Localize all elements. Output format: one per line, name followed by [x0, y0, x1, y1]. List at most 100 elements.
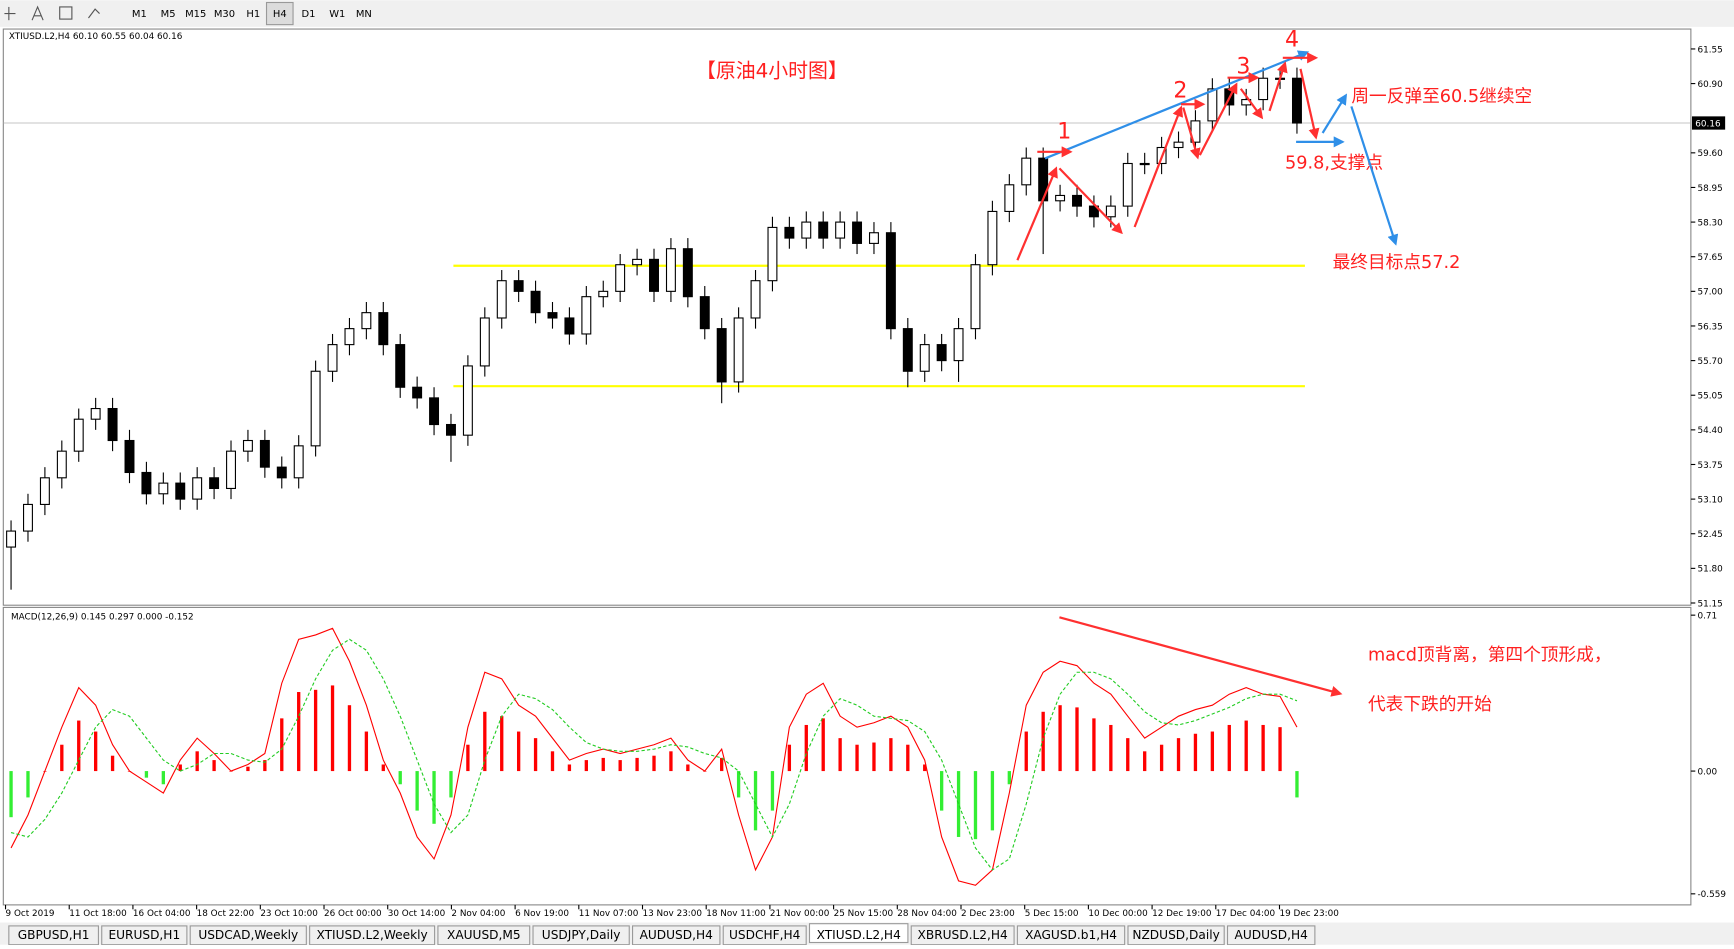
annotation: 【原油4小时图】 — [696, 60, 848, 83]
timeframe-button[interactable]: M30 — [214, 9, 235, 20]
candle-body — [868, 232, 879, 244]
candle-body — [581, 296, 592, 335]
histogram-bar — [567, 764, 572, 772]
tab-label[interactable]: USDJPY,Daily — [542, 928, 621, 942]
candle-body — [835, 221, 846, 239]
macd-title: MACD(12,26,9) 0.145 0.297 0.000 -0.152 — [11, 613, 194, 623]
timeframe-button[interactable]: D1 — [302, 9, 316, 20]
timeframe-button[interactable]: W1 — [329, 9, 345, 20]
x-tick-label: 10 Dec 00:00 — [1088, 909, 1148, 919]
candle-body — [327, 344, 338, 372]
timeframe-button[interactable]: MN — [356, 9, 372, 20]
histogram-bar — [1295, 771, 1299, 798]
candle-body — [547, 312, 558, 319]
histogram-bar — [398, 771, 402, 785]
histogram-bar — [753, 771, 758, 831]
tab-label[interactable]: USDCAD,Weekly — [198, 928, 298, 942]
annotation: 2 — [1173, 78, 1187, 104]
annotation: 1 — [1057, 119, 1071, 145]
histogram-bar — [178, 764, 182, 772]
histogram-bar — [195, 751, 199, 772]
annotation-arrows — [1016, 50, 1399, 697]
tab-label[interactable]: XTIUSD.L2,Weekly — [317, 928, 428, 942]
histogram-bar — [770, 771, 775, 811]
candle-body — [175, 482, 186, 500]
histogram-bar — [330, 685, 335, 772]
histogram-bar — [9, 771, 13, 818]
histogram-bar — [500, 716, 504, 772]
histogram-bar — [144, 771, 149, 778]
x-tick-label: 6 Nov 19:00 — [515, 909, 569, 919]
histogram-bar — [939, 771, 944, 811]
tab-label[interactable]: XBRUSD.L2,H4 — [918, 928, 1008, 942]
tab-label[interactable]: EURUSD,H1 — [108, 928, 180, 942]
candle-body — [479, 317, 490, 367]
x-tick-label: 21 Nov 00:00 — [770, 909, 830, 919]
tab-label[interactable]: XAUUSD,M5 — [447, 928, 521, 942]
candle-body — [73, 418, 84, 452]
timeframe-button[interactable]: M1 — [132, 9, 147, 20]
candle-body — [56, 450, 67, 479]
candle-body — [784, 226, 795, 239]
histogram-bar — [1041, 711, 1045, 772]
histogram-bar — [26, 771, 30, 798]
histogram-bar — [584, 760, 588, 772]
tab-label[interactable]: USDCHF,H4 — [729, 928, 801, 942]
histogram-bar — [313, 689, 318, 772]
x-tick-label: 11 Nov 07:00 — [579, 909, 639, 919]
histogram-bar — [1143, 751, 1147, 772]
tab-label[interactable]: GBPUSD,H1 — [18, 928, 90, 942]
timeframe-button[interactable]: M15 — [185, 9, 206, 20]
tab-label[interactable]: XTIUSD.L2,H4 — [817, 928, 901, 942]
candle-body — [462, 365, 473, 436]
annotation: 3 — [1236, 53, 1250, 79]
histogram-bar — [669, 751, 673, 772]
x-tick-label: 2 Nov 04:00 — [451, 909, 505, 919]
candle-body — [750, 280, 761, 319]
ohlc-info: 60.10 60.55 60.04 60.16 — [73, 32, 183, 42]
y-tick-label: 58.95 — [1698, 184, 1723, 194]
candle-body — [1258, 77, 1269, 101]
timeframe-button[interactable]: H1 — [246, 9, 260, 20]
histogram-bar — [1075, 707, 1079, 772]
histogram-bar — [889, 738, 893, 772]
tab-label[interactable]: AUDUSD,H4 — [640, 928, 714, 942]
y-tick-label: 55.70 — [1698, 357, 1724, 367]
tab[interactable] — [808, 923, 909, 944]
candle-body — [1088, 205, 1099, 218]
candle-body — [90, 407, 101, 420]
y-tick-label: 51.80 — [1698, 565, 1724, 575]
timeframe-button[interactable]: H4 — [273, 9, 287, 20]
tab-label[interactable]: XAGUSD.b1,H4 — [1025, 928, 1117, 942]
y-tick-label: 0.00 — [1698, 767, 1718, 777]
candle-body — [902, 328, 913, 372]
x-tick-label: 12 Dec 19:00 — [1152, 909, 1212, 919]
candle-body — [801, 221, 812, 239]
candle-body — [141, 471, 152, 495]
x-tick-label: 9 Oct 2019 — [6, 909, 55, 919]
y-tick-label: 59.60 — [1698, 149, 1724, 159]
y-tick-label: 56.35 — [1698, 322, 1723, 332]
y-tick-label: 58.30 — [1698, 218, 1724, 228]
candle-body — [6, 530, 17, 548]
timeframe-button[interactable]: M5 — [161, 9, 176, 20]
y-tick-label: 57.65 — [1698, 253, 1723, 263]
histogram-bar — [1126, 738, 1130, 772]
candle-body — [344, 328, 355, 346]
candle-body — [192, 477, 203, 500]
histogram-bar — [906, 744, 910, 772]
tab-label[interactable]: NZDUSD,Daily — [1132, 928, 1219, 942]
candle-body — [632, 258, 643, 266]
candle-body — [1291, 77, 1302, 124]
candle-body — [919, 344, 930, 372]
candle-body — [412, 386, 423, 399]
histogram-bar — [720, 757, 724, 772]
histogram-bar — [838, 738, 842, 772]
histogram-bar — [297, 692, 301, 772]
candle-body — [209, 477, 220, 490]
candle-body — [733, 317, 744, 383]
current-price-box — [1691, 116, 1726, 130]
y-tick-label: 52.45 — [1698, 530, 1723, 540]
histogram-bar — [466, 744, 470, 772]
tab-label[interactable]: AUDUSD,H4 — [1235, 928, 1309, 942]
